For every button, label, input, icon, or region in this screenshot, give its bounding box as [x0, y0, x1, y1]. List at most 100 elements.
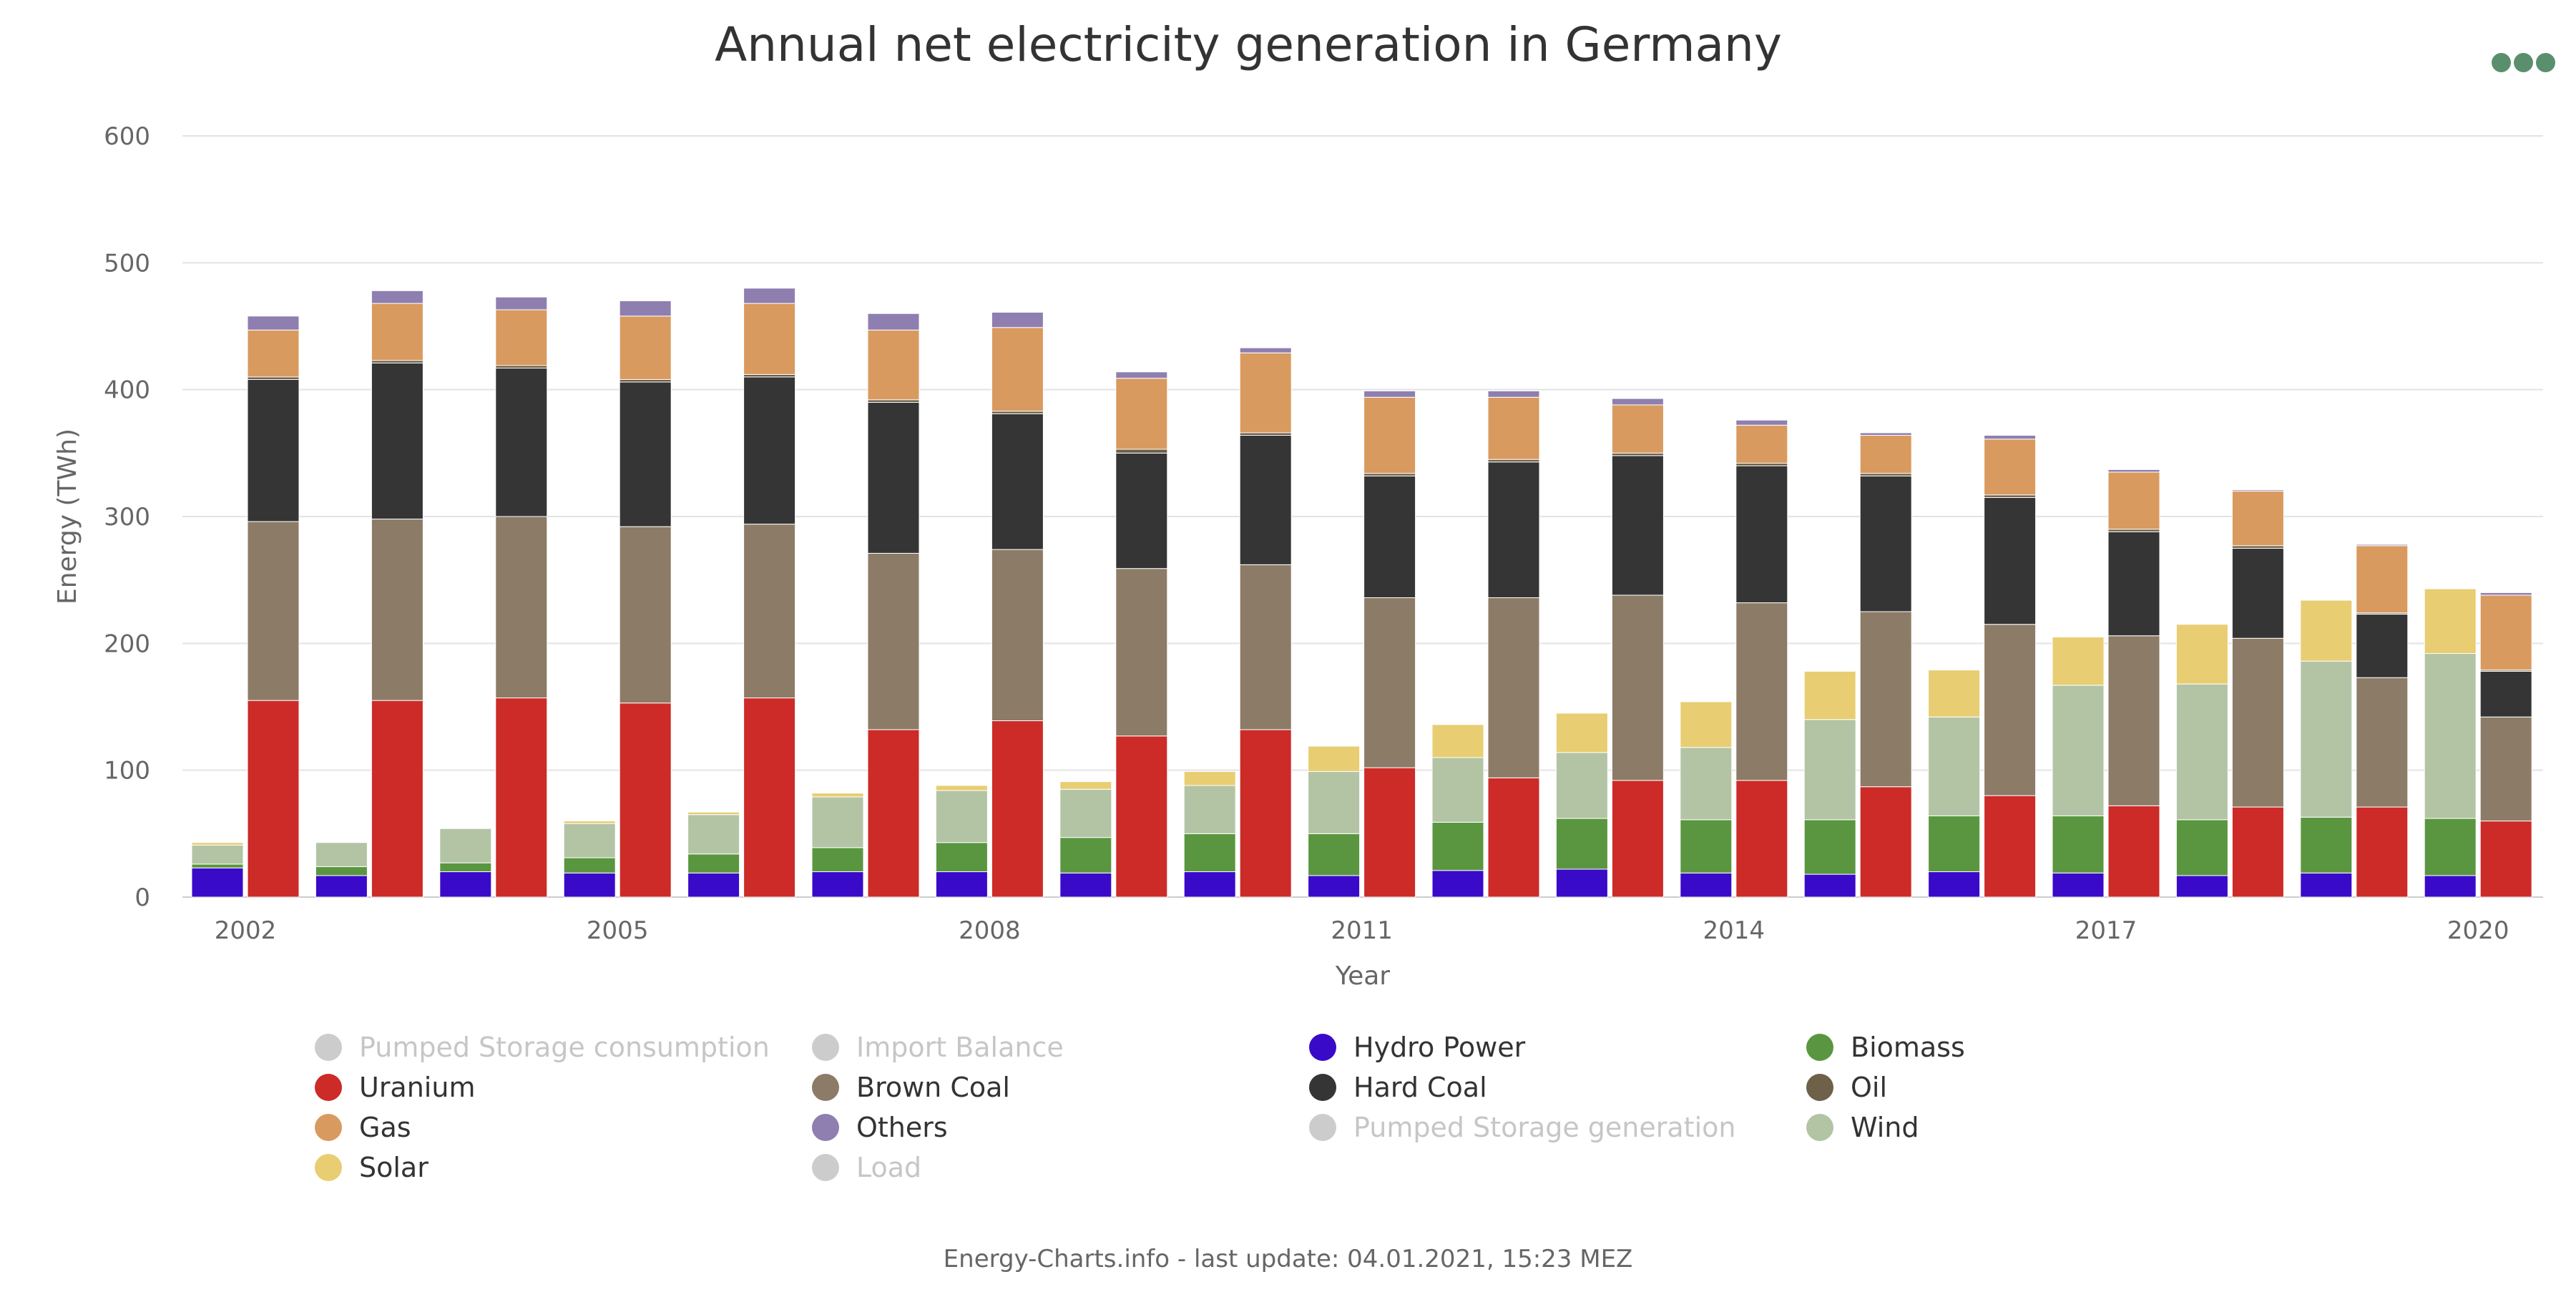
legend-item-load[interactable]: Load	[812, 1149, 921, 1186]
legend-marker	[315, 1154, 342, 1181]
bar-segment-solar	[191, 842, 244, 846]
legend-label: Solar	[359, 1152, 428, 1183]
legend-item-hydro-power[interactable]: Hydro Power	[1309, 1029, 1525, 1066]
legend-label: Oil	[1851, 1072, 1888, 1103]
legend-item-biomass[interactable]: Biomass	[1806, 1029, 1965, 1066]
bar-segment-hydro-power	[1308, 875, 1361, 898]
bar-segment-brown-coal	[743, 524, 796, 699]
legend-item-pumped-storage-consumption[interactable]: Pumped Storage consumption	[315, 1029, 770, 1066]
bar-segment-gas	[619, 315, 672, 380]
bar-segment-biomass	[191, 863, 244, 868]
bar-segment-oil	[247, 376, 300, 380]
bar-segment-wind	[1183, 785, 1236, 834]
bar-segment-hydro-power	[315, 875, 368, 898]
bar-segment-biomass	[2175, 819, 2228, 876]
x-tick-label: 2008	[959, 916, 1021, 945]
bar-segment-oil	[743, 373, 796, 378]
bar-segment-others	[1363, 390, 1416, 398]
bar-segment-oil	[2231, 545, 2284, 549]
bar-segment-hydro-power	[1059, 872, 1112, 898]
y-tick-label: 400	[104, 376, 150, 405]
menu-dot	[2492, 53, 2511, 72]
bar-segment-brown-coal	[371, 519, 423, 701]
legend-item-uranium[interactable]: Uranium	[315, 1069, 475, 1106]
chart-title: Annual net electricity generation in Ger…	[715, 17, 1782, 72]
menu-dot	[2514, 53, 2533, 72]
bar-segment-hydro-power	[2424, 875, 2477, 898]
bar-segment-oil	[1239, 432, 1292, 436]
bar-segment-uranium	[2231, 806, 2284, 898]
legend-item-wind[interactable]: Wind	[1806, 1109, 1919, 1146]
legend-label: Pumped Storage generation	[1353, 1112, 1736, 1143]
bar-segment-brown-coal	[1735, 602, 1788, 781]
bar-segment-brown-coal	[1859, 611, 1912, 788]
legend-marker	[315, 1114, 342, 1141]
bar-segment-solar	[1803, 670, 1856, 720]
bar-segment-others	[743, 288, 796, 304]
legend-item-solar[interactable]: Solar	[315, 1149, 428, 1186]
bar-segment-wind	[811, 796, 864, 848]
bar-segment-hydro-power	[2052, 872, 2105, 898]
bar-segment-solar	[811, 793, 864, 798]
legend-marker	[315, 1034, 342, 1061]
bar-segment-biomass	[811, 847, 864, 873]
bar-segment-solar	[1183, 770, 1236, 786]
bar-segment-uranium	[2356, 806, 2409, 898]
bar-segment-hydro-power	[811, 871, 864, 898]
bar-segment-others	[1984, 435, 2037, 440]
x-tick-label: 2005	[587, 916, 649, 945]
bar-segment-gas	[991, 327, 1044, 412]
bar-segment-solar	[1555, 713, 1608, 753]
bar-segment-solar	[687, 811, 740, 816]
legend-label: Uranium	[359, 1072, 476, 1103]
bar-segment-hard-coal	[1611, 455, 1664, 596]
legend-marker	[1806, 1074, 1833, 1101]
bar-segment-hydro-power	[1803, 873, 1856, 898]
bar-segment-wind	[1555, 752, 1608, 819]
bar-segment-others	[1611, 398, 1664, 406]
y-tick-label: 100	[104, 757, 150, 785]
legend-item-oil[interactable]: Oil	[1806, 1069, 1887, 1106]
bar-segment-hydro-power	[191, 867, 244, 898]
bar-segment-biomass	[1431, 821, 1484, 871]
legend-marker	[812, 1074, 839, 1101]
bar-segment-wind	[2052, 685, 2105, 817]
bar-segment-solar	[2175, 624, 2228, 685]
bar-segment-uranium	[1859, 786, 1912, 898]
bar-segment-biomass	[687, 853, 740, 873]
legend-marker	[812, 1114, 839, 1141]
bar-segment-hard-coal	[619, 381, 672, 527]
bar-segment-uranium	[1115, 735, 1168, 898]
legend-item-others[interactable]: Others	[812, 1109, 948, 1146]
legend-item-brown-coal[interactable]: Brown Coal	[812, 1069, 1010, 1106]
bar-segment-oil	[991, 411, 1044, 414]
bar-segment-hard-coal	[1363, 475, 1416, 598]
legend-item-import-balance[interactable]: Import Balance	[812, 1029, 1064, 1066]
bar-segment-hard-coal	[495, 368, 548, 517]
bar-segment-gas	[1859, 435, 1912, 474]
bar-segment-biomass	[2424, 818, 2477, 876]
bar-segment-others	[371, 290, 423, 304]
bar-segment-uranium	[2107, 805, 2160, 898]
legend-item-hard-coal[interactable]: Hard Coal	[1309, 1069, 1487, 1106]
bar-segment-oil	[1735, 463, 1788, 466]
bar-segment-uranium	[1363, 767, 1416, 898]
bar-segment-oil	[1611, 452, 1664, 456]
bar-segment-wind	[1803, 719, 1856, 821]
x-tick-label: 2017	[2075, 916, 2137, 945]
bar-segment-uranium	[1735, 780, 1788, 898]
bar-segment-gas	[743, 303, 796, 375]
x-tick-label: 2014	[1703, 916, 1766, 945]
bar-segment-solar	[563, 821, 616, 824]
legend-marker	[812, 1154, 839, 1181]
bar-segment-hard-coal	[1239, 435, 1292, 565]
ellipsis-menu-icon[interactable]	[2492, 53, 2560, 76]
bar-segment-oil	[1859, 473, 1912, 476]
bar-segment-wind	[2300, 660, 2353, 818]
legend-item-pumped-storage-generation[interactable]: Pumped Storage generation	[1309, 1109, 1735, 1146]
bar-segment-wind	[687, 814, 740, 855]
y-tick-label: 0	[134, 884, 150, 912]
bar-segment-brown-coal	[2479, 716, 2532, 822]
bar-segment-hydro-power	[2300, 872, 2353, 898]
legend-item-gas[interactable]: Gas	[315, 1109, 411, 1146]
